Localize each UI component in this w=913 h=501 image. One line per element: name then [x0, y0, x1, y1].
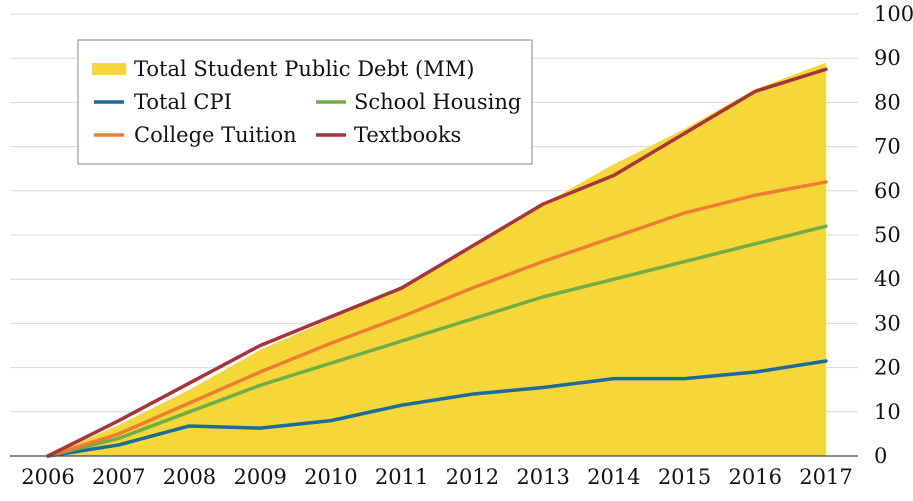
x-tick-label: 2006 — [21, 465, 74, 489]
y-axis-ticks: 0 10 20 30 40 50 60 70 80 90 100 — [874, 2, 913, 468]
x-tick-label: 2010 — [304, 465, 357, 489]
x-tick-label: 2011 — [375, 465, 428, 489]
y-tick-label: 70 — [874, 135, 901, 159]
x-tick-label: 2007 — [92, 465, 145, 489]
x-axis-ticks: 2006 2007 2008 2009 2010 2011 2012 2013 2014 2015… — [21, 465, 852, 489]
area-layer — [48, 62, 826, 457]
legend-label-college-tuition: College Tuition — [134, 123, 297, 147]
line-total-cpi — [46, 359, 828, 458]
y-tick-label: 50 — [874, 223, 901, 247]
legend-label-area: Total Student Public Debt (MM) — [134, 57, 474, 81]
line-college-tuition — [46, 180, 828, 458]
legend-label-textbooks: Textbooks — [354, 123, 461, 147]
line-school-housing — [46, 224, 828, 458]
area-total-student-public-debt — [48, 62, 826, 457]
line-layer — [46, 67, 828, 458]
y-tick-label: 60 — [874, 179, 901, 203]
legend-label-school-housing: School Housing — [354, 90, 521, 114]
x-tick-label: 2014 — [587, 465, 640, 489]
legend-label-total-cpi: Total CPI — [134, 90, 232, 114]
y-tick-label: 10 — [874, 400, 901, 424]
x-tick-label: 2009 — [233, 465, 286, 489]
y-tick-label: 20 — [874, 356, 901, 380]
y-tick-label: 0 — [874, 444, 887, 468]
legend: Total Student Public Debt (MM) Total CPI… — [77, 39, 533, 165]
line-textbooks — [46, 67, 828, 458]
x-tick-label: 2013 — [516, 465, 569, 489]
x-tick-label: 2015 — [658, 465, 711, 489]
y-tick-label: 100 — [874, 2, 913, 26]
x-tick-label: 2012 — [446, 465, 499, 489]
y-tick-label: 40 — [874, 267, 901, 291]
y-tick-label: 80 — [874, 90, 901, 114]
x-tick-label: 2008 — [163, 465, 216, 489]
x-tick-label: 2017 — [799, 465, 852, 489]
legend-swatch-area — [92, 63, 126, 75]
y-tick-label: 30 — [874, 311, 901, 335]
x-tick-label: 2016 — [729, 465, 782, 489]
y-tick-label: 90 — [874, 46, 901, 70]
legend-box — [77, 39, 533, 165]
